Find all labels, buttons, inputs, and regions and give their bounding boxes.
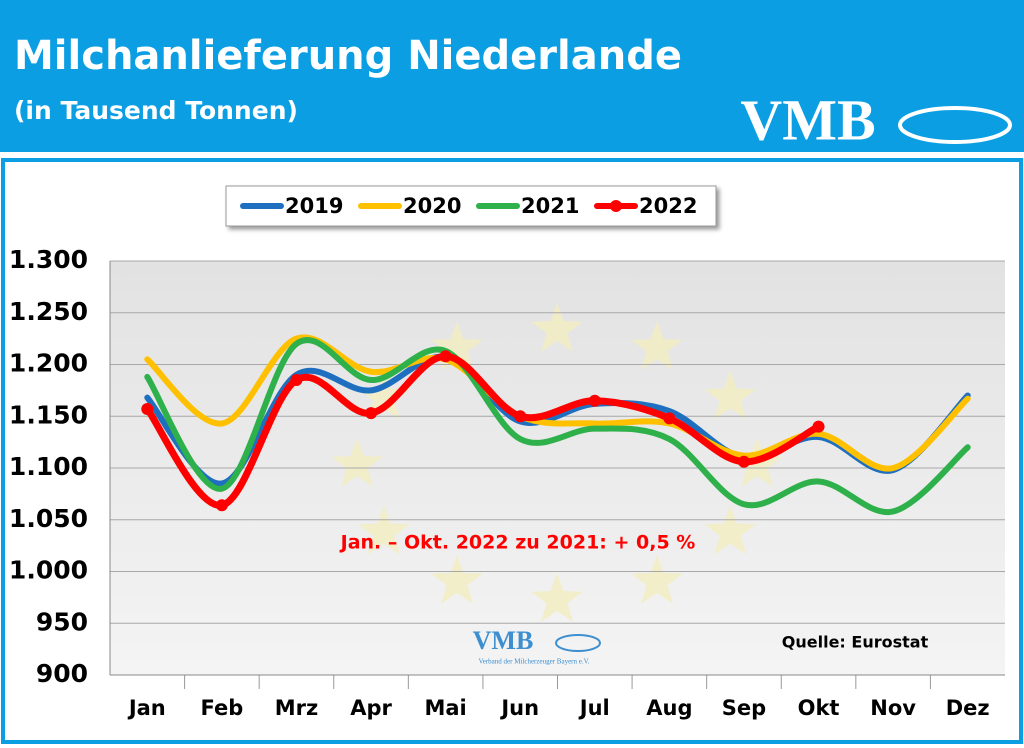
y-tick-label: 1.150: [9, 400, 88, 429]
y-tick-label: 1.100: [9, 452, 88, 481]
watermark-logo: VMB: [473, 626, 534, 655]
data-point: [365, 407, 378, 420]
legend-label: 2022: [639, 194, 697, 218]
eu-star: [631, 554, 683, 604]
eu-star: [631, 321, 683, 370]
x-tick-label: Jan: [127, 696, 166, 720]
title: Milchanlieferung Niederlande: [14, 33, 682, 79]
y-tick-label: 1.200: [9, 349, 88, 378]
y-tick-label: 950: [36, 607, 88, 636]
logo-swoosh: [898, 106, 1012, 144]
data-point: [514, 410, 527, 423]
eu-star: [531, 303, 583, 352]
data-point: [588, 394, 601, 407]
watermark-caption: Verband der Milcherzeuger Bayern e.V.: [478, 658, 589, 666]
x-tick-label: Sep: [722, 696, 766, 720]
source: Quelle: Eurostat: [782, 633, 929, 652]
legend-label: 2020: [403, 194, 461, 218]
data-point: [812, 420, 825, 433]
x-tick-label: Okt: [798, 696, 840, 720]
legend-label: 2019: [285, 194, 343, 218]
y-tick-label: 1.250: [9, 297, 88, 326]
header-logo: VMB: [740, 87, 875, 152]
eu-star: [431, 554, 483, 604]
eu-star: [358, 505, 410, 555]
x-tick-label: Apr: [350, 696, 392, 720]
y-tick-label: 1.300: [9, 245, 88, 274]
data-point: [290, 374, 303, 387]
data-point: [737, 455, 750, 468]
eu-star: [331, 438, 383, 487]
eu-star: [704, 505, 756, 555]
data-point: [215, 499, 228, 512]
x-tick-label: Mai: [424, 696, 466, 720]
series-line: [143, 352, 823, 509]
x-tick-label: Dez: [946, 696, 990, 720]
y-tick-label: 1.050: [9, 504, 88, 533]
data-point: [141, 403, 154, 416]
legend-marker: [610, 200, 622, 212]
y-tick-label: 1.000: [9, 556, 88, 585]
data-point: [439, 350, 452, 363]
annotation: Jan. – Okt. 2022 zu 2021: + 0,5 %: [339, 532, 696, 554]
x-tick-label: Aug: [646, 696, 692, 720]
series-line: [144, 337, 971, 516]
eu-star: [431, 321, 483, 370]
series-line: [144, 334, 971, 472]
x-tick-label: Feb: [200, 696, 243, 720]
eu-star: [358, 370, 410, 420]
legend-label: 2021: [521, 194, 579, 218]
header-band: [0, 0, 1024, 152]
x-tick-label: Jul: [578, 696, 610, 720]
subtitle: (in Tausend Tonnen): [14, 96, 298, 125]
x-tick-label: Mrz: [275, 696, 318, 720]
x-tick-label: Nov: [870, 696, 916, 720]
watermark-swoosh: [555, 634, 601, 652]
eu-star: [704, 370, 756, 420]
y-tick-label: 900: [36, 659, 88, 688]
data-point: [663, 412, 676, 425]
eu-star: [531, 573, 583, 622]
x-tick-label: Jun: [499, 696, 539, 720]
